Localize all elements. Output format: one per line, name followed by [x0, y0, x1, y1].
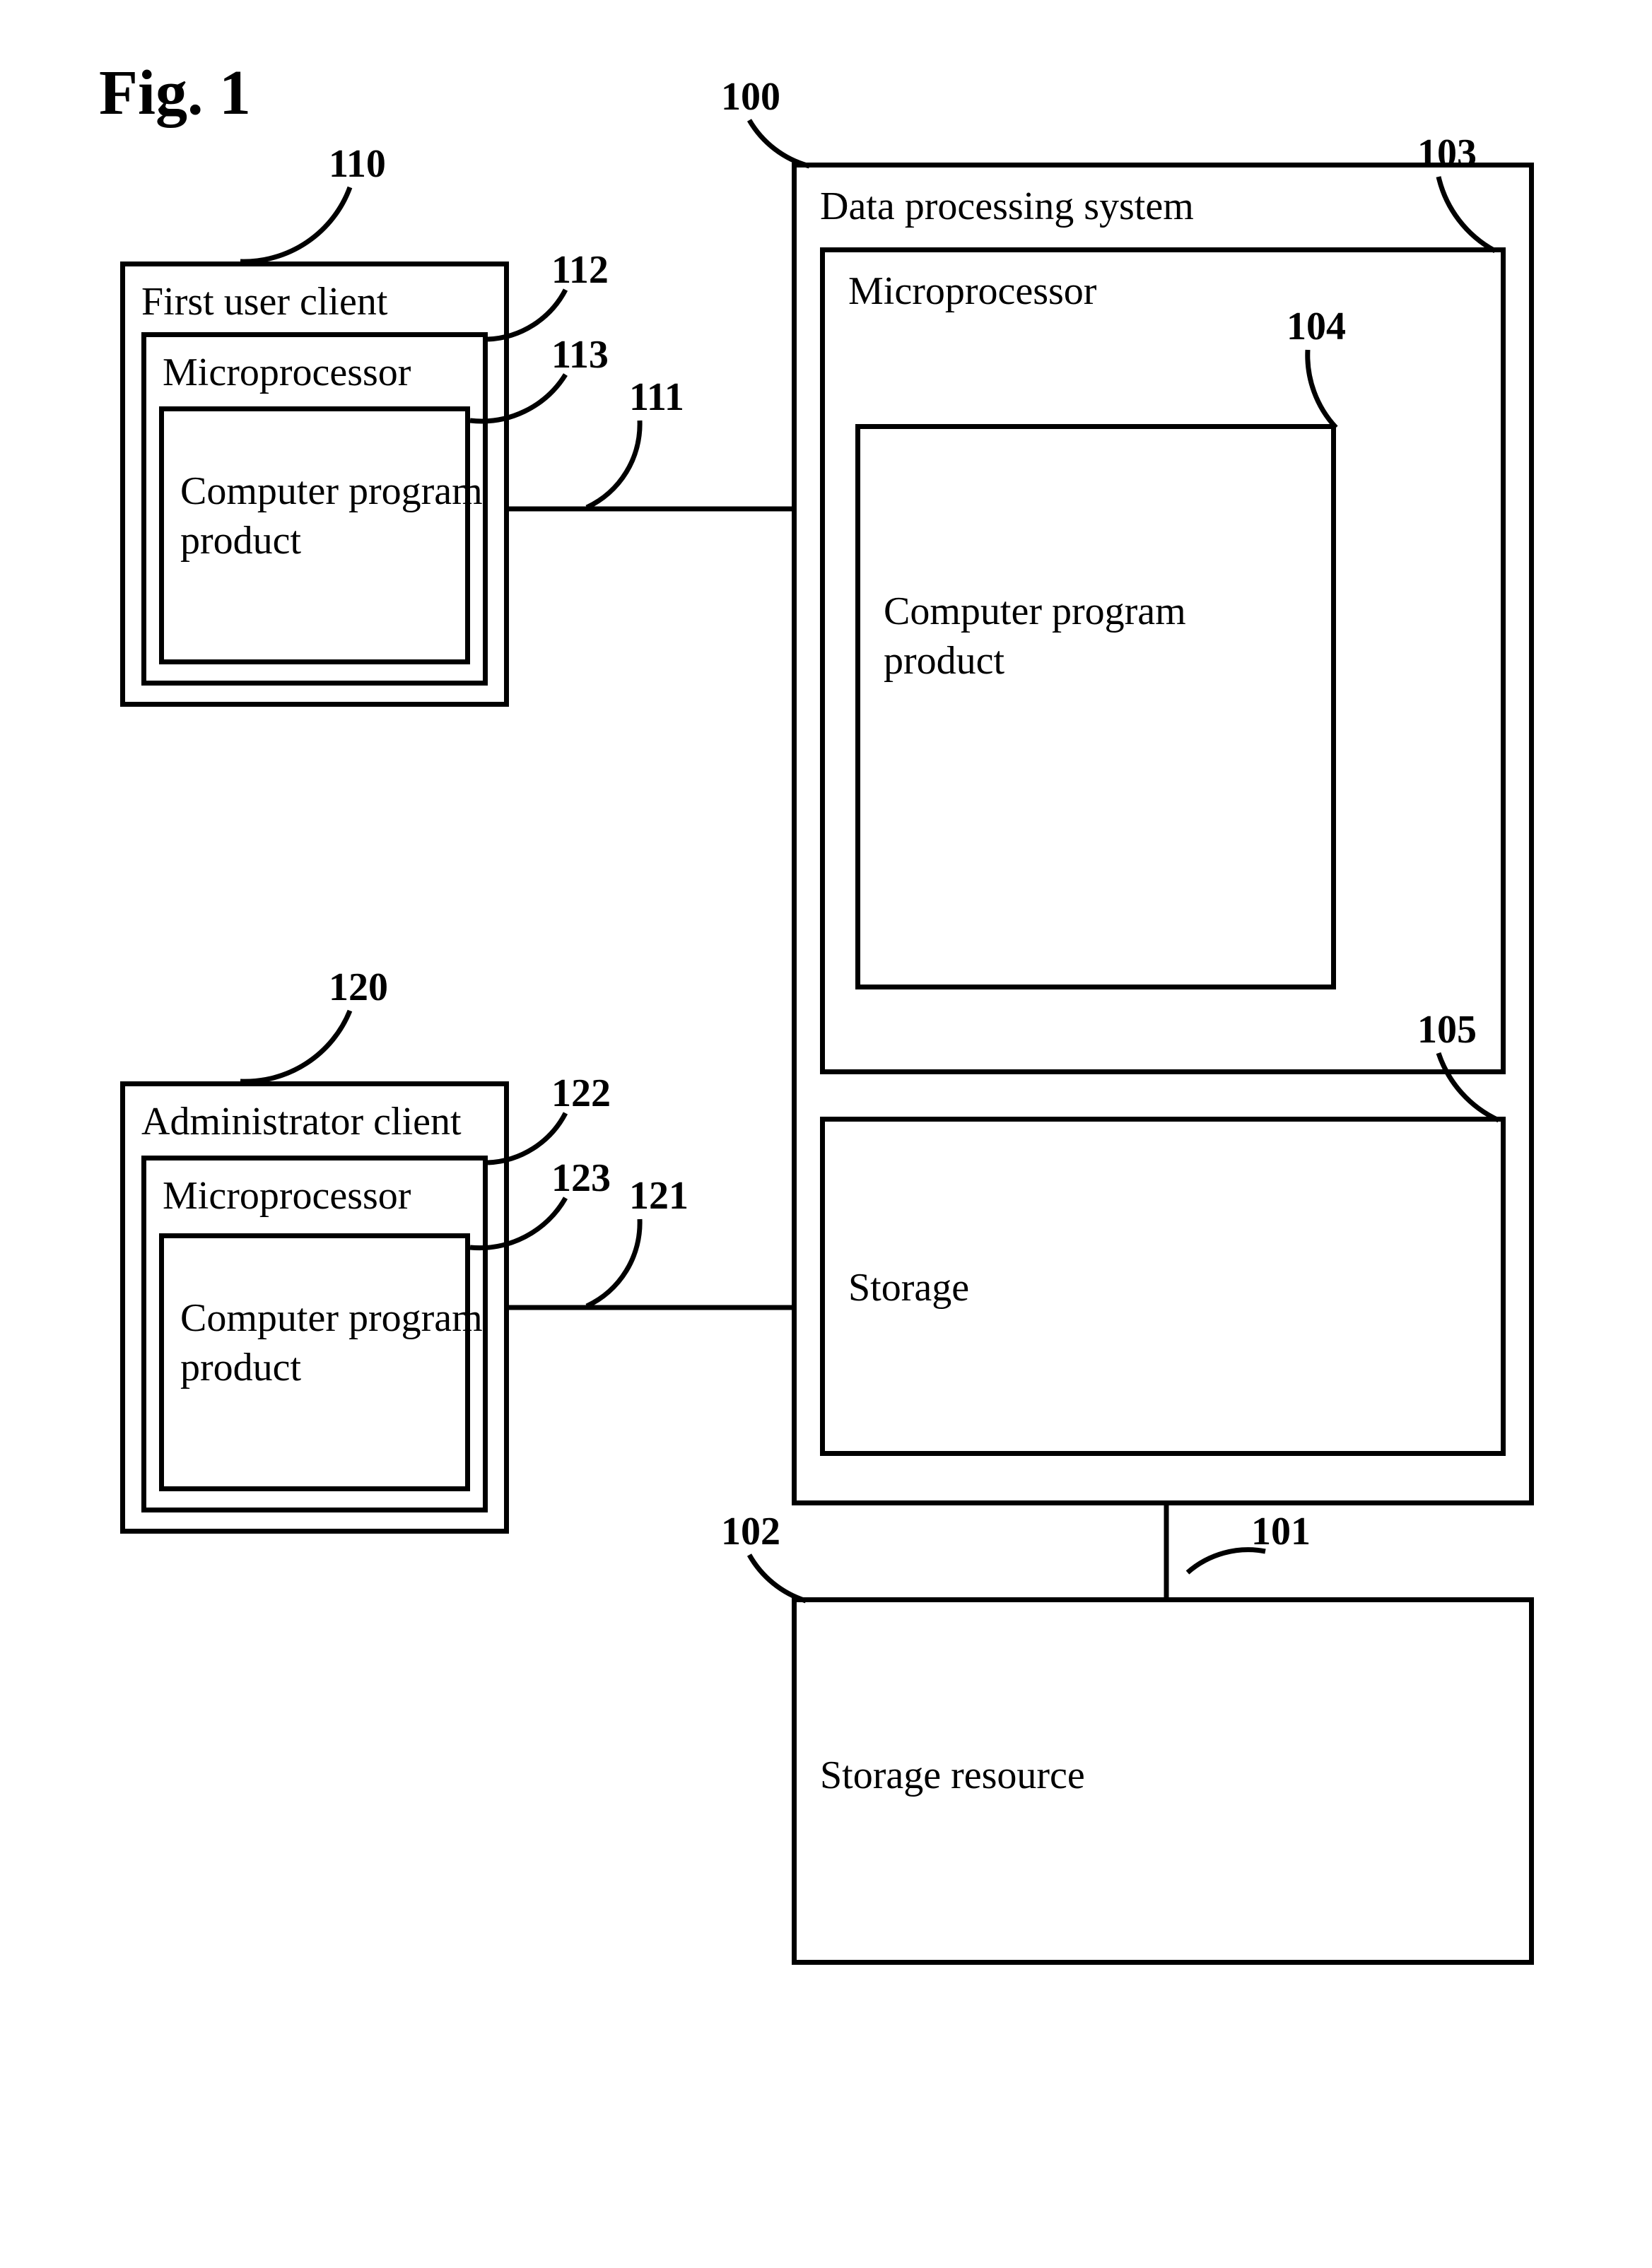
- ref-102: 102: [721, 1509, 780, 1554]
- ref-122: 122: [551, 1071, 611, 1116]
- ref-123: 123: [551, 1156, 611, 1201]
- label-dps-storage: Storage: [848, 1265, 969, 1310]
- label-storage-resource: Storage resource: [820, 1753, 1085, 1798]
- ref-112: 112: [551, 247, 609, 293]
- ref-104: 104: [1287, 304, 1346, 349]
- box-dps-cpp: [855, 424, 1336, 989]
- label-dps-cpp: Computer program product: [884, 587, 1186, 686]
- figure-stage: Fig. 1 Data processing system 100 Microp…: [0, 0, 1652, 2268]
- ref-105: 105: [1417, 1007, 1477, 1052]
- label-admin-client: Administrator client: [141, 1099, 462, 1144]
- ref-111: 111: [629, 375, 684, 420]
- label-dps-microprocessor: Microprocessor: [848, 269, 1096, 314]
- figure-title: Fig. 1: [99, 57, 251, 129]
- ref-113: 113: [551, 332, 609, 377]
- label-fuc-microprocessor: Microprocessor: [163, 350, 411, 395]
- ref-120: 120: [329, 965, 388, 1010]
- label-ac-microprocessor: Microprocessor: [163, 1173, 411, 1218]
- label-ac-cpp: Computer program product: [180, 1293, 483, 1392]
- ref-110: 110: [329, 141, 386, 187]
- ref-103: 103: [1417, 131, 1477, 176]
- label-data-processing-system: Data processing system: [820, 184, 1194, 229]
- ref-101: 101: [1251, 1509, 1311, 1554]
- ref-100: 100: [721, 74, 780, 119]
- ref-121: 121: [629, 1173, 689, 1218]
- label-first-user-client: First user client: [141, 279, 387, 324]
- label-fuc-cpp: Computer program product: [180, 466, 483, 565]
